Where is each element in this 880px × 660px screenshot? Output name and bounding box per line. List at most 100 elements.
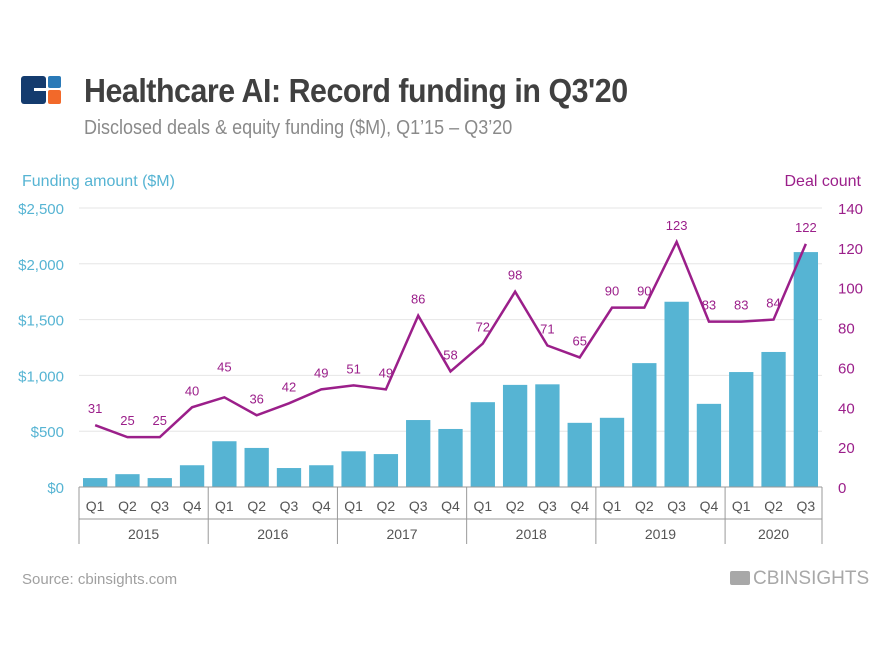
quarter-label: Q4 <box>183 498 202 514</box>
funding-bar <box>599 417 625 487</box>
deal-count-label: 72 <box>476 320 490 335</box>
cb-insights-logo-icon <box>21 76 61 104</box>
quarter-label: Q3 <box>667 498 686 514</box>
quarter-label: Q1 <box>732 498 751 514</box>
quarter-label: Q2 <box>377 498 396 514</box>
chart-title: Healthcare AI: Record funding in Q3'20 <box>84 72 628 109</box>
y-tick-label: $1,000 <box>18 368 64 385</box>
deal-count-label: 86 <box>411 292 425 307</box>
quarter-label: Q4 <box>700 498 719 514</box>
deal-count-label: 65 <box>572 333 586 348</box>
deal-count-label: 25 <box>120 413 134 428</box>
funding-bar <box>341 451 366 487</box>
quarter-label: Q1 <box>344 498 363 514</box>
funding-bar <box>179 465 205 487</box>
funding-bar <box>147 478 172 487</box>
y2-tick-label: 20 <box>838 440 855 457</box>
deal-count-label: 90 <box>637 284 651 299</box>
funding-bar <box>567 422 592 487</box>
quarter-label: Q2 <box>764 498 783 514</box>
funding-bar <box>729 372 754 487</box>
deal-count-label: 123 <box>666 218 688 233</box>
quarter-label: Q3 <box>150 498 169 514</box>
quarter-label: Q1 <box>473 498 492 514</box>
funding-bar <box>502 384 528 487</box>
y-axis-label: Funding amount ($M) <box>22 173 175 190</box>
chart: Funding amount ($M) Deal count 31 25 25 40 4… <box>18 173 863 544</box>
y2-tick-label: 80 <box>838 321 855 338</box>
deal-count-label: 49 <box>379 365 393 380</box>
year-label: 2017 <box>386 526 417 542</box>
brand-wordmark: CBINSIGHTS <box>730 568 869 590</box>
quarter-label: Q3 <box>280 498 299 514</box>
deal-count-label: 49 <box>314 365 328 380</box>
quarter-label: Q3 <box>797 498 816 514</box>
quarter-label: Q1 <box>603 498 622 514</box>
funding-bar <box>632 363 657 487</box>
y-tick-label: $0 <box>47 480 64 497</box>
y-tick-label: $500 <box>31 424 64 441</box>
year-label: 2020 <box>758 526 789 542</box>
funding-bar <box>309 465 334 487</box>
year-label: 2018 <box>516 526 547 542</box>
funding-bar <box>244 447 269 487</box>
y2-tick-label: 40 <box>838 400 855 417</box>
quarter-label: Q2 <box>118 498 137 514</box>
y2-axis-label: Deal count <box>785 173 862 190</box>
quarter-label: Q3 <box>409 498 428 514</box>
deal-count-label: 71 <box>540 322 554 337</box>
funding-bar <box>664 301 689 487</box>
deal-count-line <box>94 238 807 439</box>
deal-count-label: 83 <box>734 298 748 313</box>
source-note: Source: cbinsights.com <box>22 571 178 588</box>
deal-count-label: 51 <box>346 361 360 376</box>
quarter-label: Q4 <box>570 498 589 514</box>
funding-bar <box>438 428 463 487</box>
deal-count-label: 40 <box>185 383 199 398</box>
year-label: 2016 <box>257 526 288 542</box>
quarter-label: Q2 <box>635 498 654 514</box>
quarter-label: Q1 <box>215 498 234 514</box>
funding-bar <box>276 468 302 487</box>
quarter-label: Q2 <box>247 498 266 514</box>
deal-count-label: 31 <box>88 401 102 416</box>
quarter-label: Q4 <box>312 498 331 514</box>
chart-subtitle: Disclosed deals & equity funding ($M), Q… <box>84 117 513 139</box>
funding-bar <box>373 454 399 487</box>
deal-count-label: 25 <box>153 413 167 428</box>
deal-count-label: 122 <box>795 220 817 235</box>
y-tick-label: $1,500 <box>18 313 64 330</box>
deal-count-label: 45 <box>217 359 231 374</box>
funding-bar <box>470 402 495 487</box>
y2-tick-label: 0 <box>838 480 846 497</box>
funding-bar <box>83 478 108 487</box>
y2-tick-label: 140 <box>838 201 863 218</box>
y2-tick-label: 100 <box>838 281 863 298</box>
deal-count-label: 84 <box>766 296 780 311</box>
quarter-label: Q2 <box>506 498 525 514</box>
deal-count-label: 90 <box>605 284 619 299</box>
funding-bar <box>212 441 237 487</box>
deal-count-label: 36 <box>249 391 263 406</box>
y-tick-label: $2,500 <box>18 201 64 218</box>
deal-count-label: 83 <box>702 298 716 313</box>
y2-tick-label: 60 <box>838 360 855 377</box>
funding-bar <box>535 384 560 487</box>
deal-count-label: 42 <box>282 379 296 394</box>
year-label: 2015 <box>128 526 159 542</box>
year-label: 2019 <box>645 526 676 542</box>
funding-bar <box>793 252 818 487</box>
y-tick-label: $2,000 <box>18 257 64 274</box>
funding-bar <box>761 351 786 487</box>
deal-count-label: 58 <box>443 347 457 362</box>
deal-count-label: 98 <box>508 268 522 283</box>
quarter-label: Q3 <box>538 498 557 514</box>
funding-bar <box>115 474 140 487</box>
y2-tick-label: 120 <box>838 241 863 258</box>
quarter-label: Q4 <box>441 498 460 514</box>
brand-text: CBINSIGHTS <box>753 568 870 589</box>
quarter-label: Q1 <box>86 498 105 514</box>
funding-bar <box>696 403 722 487</box>
funding-bar <box>406 420 431 487</box>
